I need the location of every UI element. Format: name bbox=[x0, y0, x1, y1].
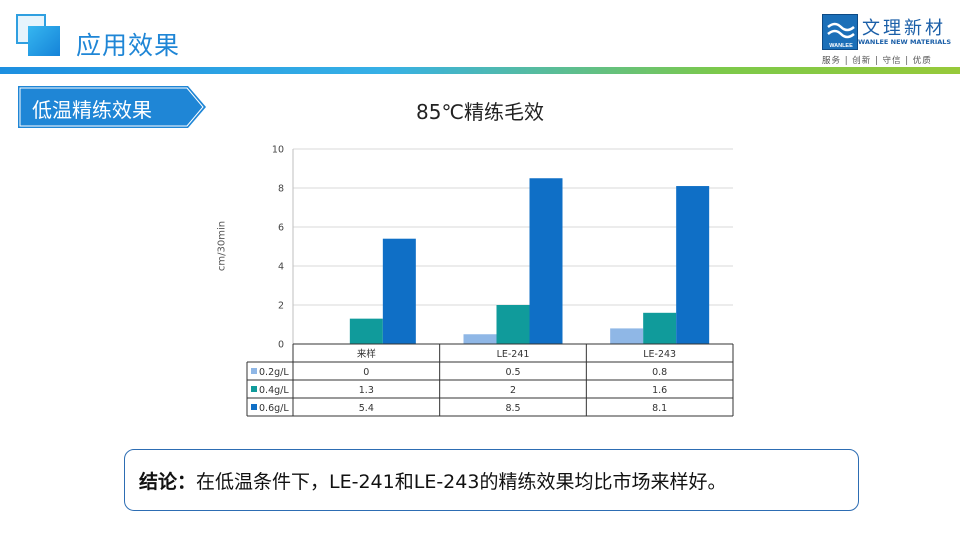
data-label: 1.3 bbox=[359, 385, 374, 396]
page-title: 应用效果 bbox=[76, 31, 181, 60]
data-label: 0.5 bbox=[505, 367, 520, 378]
bar bbox=[496, 305, 530, 344]
company-logo: WANLEE 文理新材 WANLEE NEW MATERIALS 服务 | 创新… bbox=[822, 14, 952, 66]
legend-swatch bbox=[251, 386, 257, 392]
conclusion-box: 结论： 在低温条件下，LE-241和LE-243的精练效果均比市场来样好。 bbox=[124, 449, 859, 511]
bar bbox=[676, 186, 710, 344]
y-tick-label: 10 bbox=[272, 145, 284, 156]
conclusion-prefix: 结论： bbox=[139, 470, 197, 493]
logo-mark-icon: WANLEE bbox=[822, 14, 858, 50]
header-icon bbox=[16, 14, 60, 56]
x-tick-label: LE-241 bbox=[497, 349, 530, 360]
conclusion-text: 在低温条件下，LE-241和LE-243的精练效果均比市场来样好。 bbox=[196, 470, 727, 493]
section-tag: 低温精练效果 bbox=[18, 86, 206, 128]
bar bbox=[382, 238, 416, 344]
legend-entry: 0.2g/L bbox=[259, 367, 289, 378]
bar bbox=[529, 178, 563, 344]
logo-slogan: 服务 | 创新 | 守信 | 优质 bbox=[822, 56, 932, 66]
legend-entry: 0.6g/L bbox=[259, 403, 289, 414]
data-label: 1.6 bbox=[652, 385, 667, 396]
y-tick-label: 2 bbox=[278, 301, 284, 312]
logo-english-name: WANLEE NEW MATERIALS bbox=[858, 38, 952, 46]
legend-swatch bbox=[251, 368, 257, 374]
bar bbox=[643, 312, 677, 344]
legend-swatch bbox=[251, 404, 257, 410]
y-tick-label: 4 bbox=[278, 262, 284, 273]
data-label: 8.5 bbox=[505, 403, 520, 414]
y-tick-label: 8 bbox=[278, 184, 284, 195]
y-tick-label: 6 bbox=[278, 223, 284, 234]
bar bbox=[610, 328, 644, 344]
data-label: 5.4 bbox=[359, 403, 374, 414]
header-divider bbox=[0, 67, 960, 74]
x-tick-label: 来样 bbox=[357, 348, 376, 360]
legend-entry: 0.4g/L bbox=[259, 385, 289, 396]
y-axis-label: cm/30min bbox=[216, 220, 228, 272]
y-tick-label: 0 bbox=[278, 340, 284, 351]
data-label: 2 bbox=[510, 385, 516, 396]
bar bbox=[463, 334, 497, 344]
data-label: 8.1 bbox=[652, 403, 667, 414]
data-label: 0 bbox=[363, 367, 369, 378]
data-label: 0.8 bbox=[652, 367, 667, 378]
section-label: 低温精练效果 bbox=[32, 98, 152, 122]
x-tick-label: LE-243 bbox=[643, 349, 676, 360]
bar bbox=[349, 318, 383, 344]
logo-mark-text: WANLEE bbox=[829, 43, 853, 49]
logo-chinese-name: 文理新材 bbox=[862, 18, 946, 39]
chart-title: 85℃精练毛效 bbox=[416, 100, 544, 124]
